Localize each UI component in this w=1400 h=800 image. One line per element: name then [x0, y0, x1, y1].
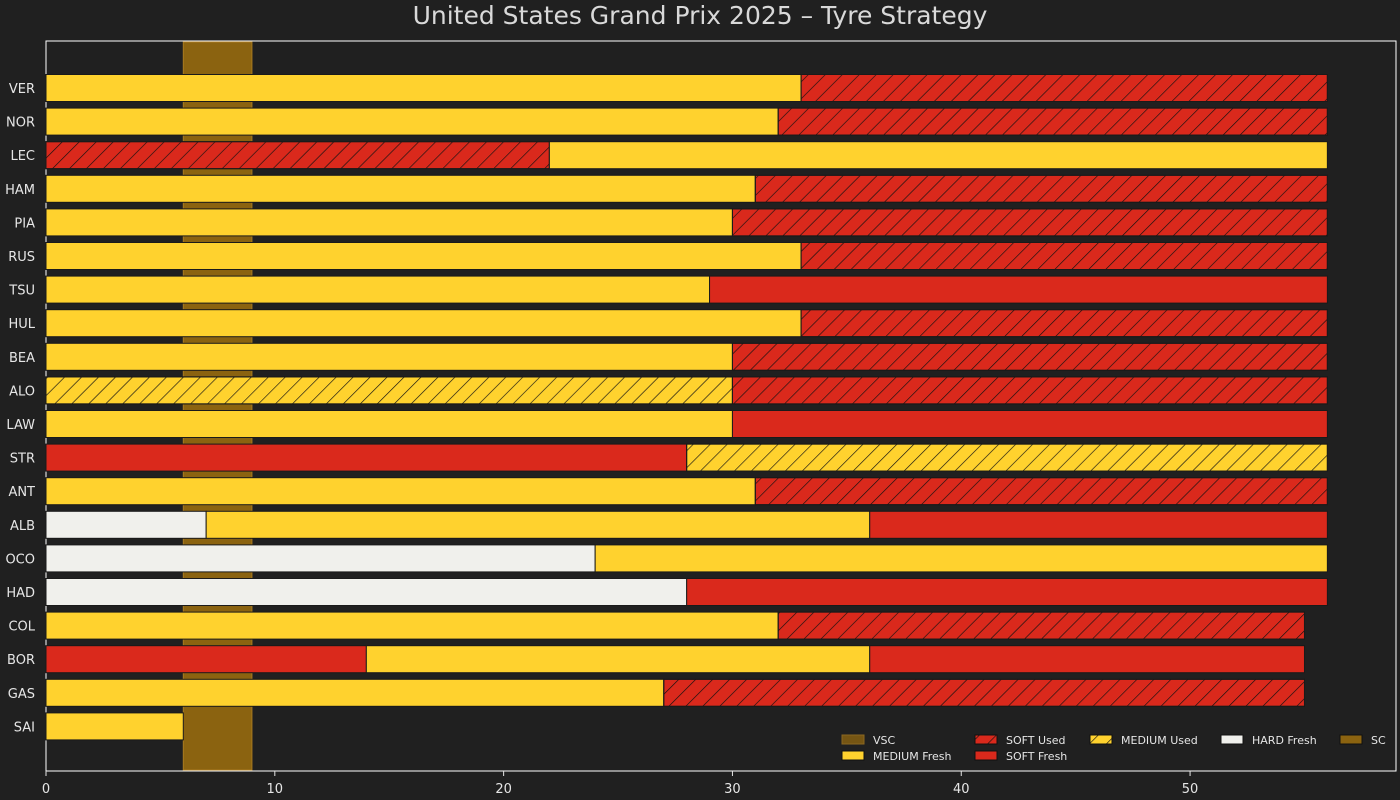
- stint-bar-gas-1: [45, 678, 665, 707]
- stint-bar-alb-2: [205, 510, 871, 539]
- stint-used-hatch-lec-1: [45, 141, 550, 170]
- legend-label-vsc: VSC: [873, 734, 896, 747]
- stint-bar-bor-1: [45, 645, 367, 674]
- stint-used-hatch-ver-2: [800, 74, 1328, 102]
- stint-bar-tsu-2: [709, 275, 1328, 304]
- stint-bar-rus-1: [45, 242, 802, 270]
- stint-used-hatch-ham-2: [754, 174, 1328, 203]
- stint-bar-had-2: [686, 578, 1328, 606]
- stint-bar-tsu-1: [45, 275, 711, 304]
- driver-label-sai: SAI: [14, 720, 35, 735]
- driver-label-bea: BEA: [9, 351, 35, 366]
- driver-label-col: COL: [8, 620, 35, 635]
- stint-bar-col-1: [45, 611, 779, 640]
- stint-bar-bea-1: [45, 342, 733, 371]
- stint-used-hatch-str-2: [686, 443, 1328, 472]
- stint-bar-str-1: [45, 443, 688, 472]
- legend-swatch-hatch: [1089, 734, 1113, 745]
- stint-bar-bor-2: [365, 645, 871, 674]
- stint-bar-sai-1: [45, 712, 184, 741]
- legend-swatch-medium-fresh: [841, 750, 865, 761]
- stint-bar-had-1: [45, 578, 688, 606]
- stint-bar-pia-1: [45, 208, 733, 237]
- driver-label-hul: HUL: [8, 317, 35, 332]
- driver-label-oco: OCO: [5, 552, 35, 567]
- legend-label-medium-fresh: MEDIUM Fresh: [873, 750, 952, 763]
- x-tick-label: 20: [495, 782, 512, 797]
- stint-bar-ham-1: [45, 174, 756, 203]
- driver-label-str: STR: [10, 452, 35, 467]
- driver-label-lec: LEC: [10, 149, 35, 164]
- stint-bar-alb-3: [869, 510, 1328, 539]
- x-tick-label: 10: [267, 782, 284, 797]
- driver-label-alb: ALB: [10, 519, 35, 534]
- stint-used-hatch-alo-1: [45, 376, 733, 405]
- driver-label-ant: ANT: [8, 485, 35, 500]
- stint-bar-lec-2: [548, 141, 1328, 170]
- stint-used-hatch-bea-2: [731, 342, 1328, 371]
- stint-used-hatch-ant-2: [754, 477, 1328, 506]
- driver-label-ham: HAM: [5, 183, 35, 198]
- driver-label-law: LAW: [6, 418, 35, 433]
- stint-bar-oco-2: [594, 544, 1328, 573]
- legend-label-sc: SC: [1371, 734, 1386, 747]
- x-tick-label: 50: [1182, 782, 1199, 797]
- driver-label-had: HAD: [6, 586, 35, 601]
- stint-used-hatch-alo-2: [731, 376, 1328, 405]
- stint-bar-law-2: [731, 410, 1328, 438]
- stint-used-hatch-rus-2: [800, 242, 1328, 270]
- stint-bar-bor-3: [869, 645, 1305, 674]
- stint-used-hatch-gas-2: [663, 678, 1305, 707]
- stint-bar-nor-1: [45, 107, 779, 136]
- stint-bar-alb-1: [45, 510, 207, 539]
- driver-label-alo: ALO: [9, 384, 35, 399]
- driver-label-ver: VER: [9, 82, 35, 97]
- stint-used-hatch-col-2: [777, 611, 1305, 640]
- legend-swatch-soft-fresh: [974, 750, 998, 761]
- stint-bar-ver-1: [45, 74, 802, 102]
- driver-label-bor: BOR: [7, 653, 35, 668]
- legend-label-soft-fresh: SOFT Fresh: [1006, 750, 1067, 763]
- stint-used-hatch-pia-2: [731, 208, 1328, 237]
- stint-used-hatch-hul-2: [800, 309, 1328, 338]
- legend-swatch-hard-fresh: [1220, 734, 1244, 745]
- stint-used-hatch-nor-2: [777, 107, 1328, 136]
- chart-title: United States Grand Prix 2025 – Tyre Str…: [412, 1, 988, 30]
- legend-swatch-hatch: [974, 734, 998, 745]
- stint-bar-hul-1: [45, 309, 802, 338]
- legend-swatch-sc: [1339, 734, 1363, 745]
- driver-label-gas: GAS: [8, 687, 35, 702]
- legend-label-hard-fresh: HARD Fresh: [1252, 734, 1317, 747]
- x-tick-label: 30: [724, 782, 741, 797]
- legend-label-medium-used: MEDIUM Used: [1121, 734, 1198, 747]
- driver-label-tsu: TSU: [8, 284, 35, 299]
- stint-bar-ant-1: [45, 477, 756, 506]
- stint-bar-law-1: [45, 410, 733, 438]
- driver-label-pia: PIA: [14, 216, 35, 231]
- x-tick-label: 40: [953, 782, 970, 797]
- stint-bar-oco-1: [45, 544, 596, 573]
- legend-swatch-vsc: [841, 734, 865, 745]
- driver-label-nor: NOR: [6, 116, 35, 131]
- legend-label-soft-used: SOFT Used: [1006, 734, 1066, 747]
- driver-label-rus: RUS: [8, 250, 35, 265]
- x-tick-label: 0: [42, 782, 50, 797]
